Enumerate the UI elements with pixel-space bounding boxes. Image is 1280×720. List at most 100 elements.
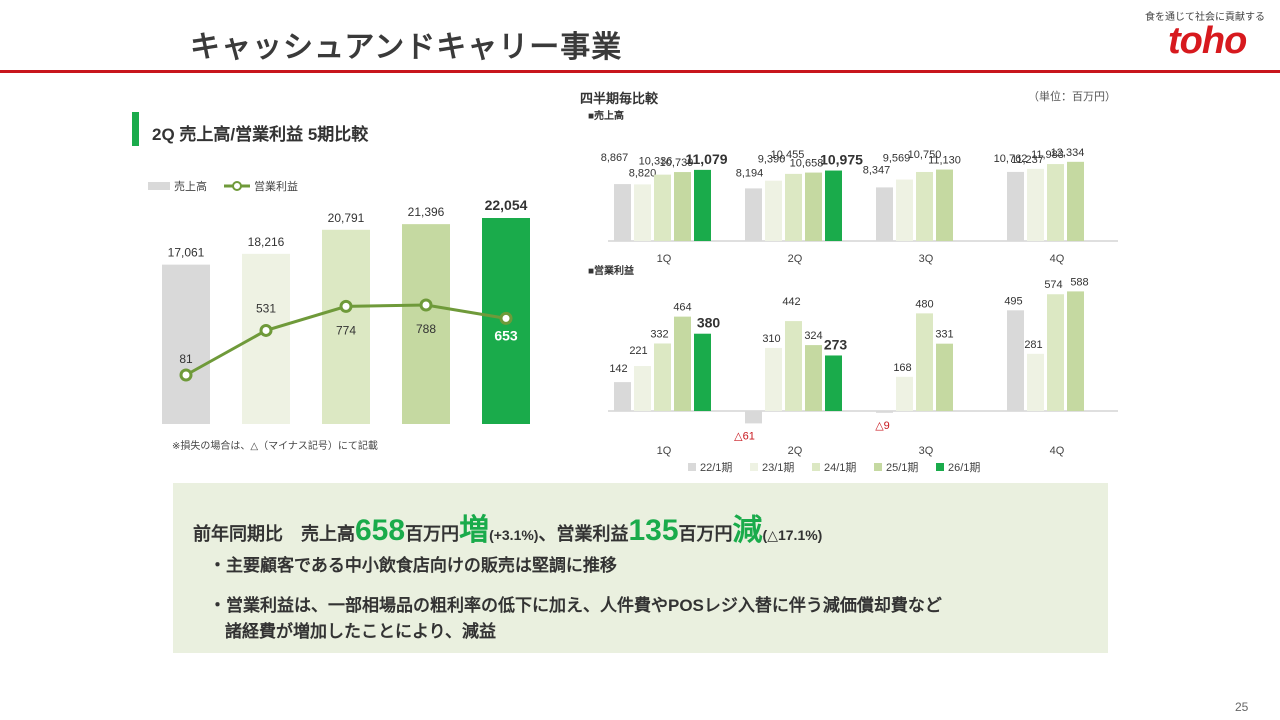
- sales-bar: [825, 170, 842, 241]
- sales-value-label: 10,455: [771, 149, 805, 161]
- profit-bar: [745, 411, 762, 424]
- sales-category-label: 1Q: [657, 253, 672, 265]
- profit-bar: [765, 347, 782, 411]
- summary-bullet-2-cont: 諸経費が増加したことにより、減益: [225, 622, 496, 641]
- profit-value-label: 324: [804, 330, 822, 342]
- sales-bar: [785, 173, 802, 241]
- sales-value-label: 11,983: [1031, 149, 1064, 161]
- sales-value-label: 22,054: [485, 197, 528, 213]
- five-period-chart: 売上高 営業利益 17,061 18,216 20,791 21,396 22,054 8…: [148, 179, 530, 424]
- sales-bar: [1047, 164, 1064, 241]
- profit-marker: [259, 323, 273, 337]
- profit-bar: [876, 411, 893, 413]
- sales-bar-1: [162, 264, 210, 424]
- profit-value-label: 331: [935, 329, 953, 341]
- sales-value-label: 8,347: [863, 164, 891, 176]
- sales-value-label: 8,820: [629, 167, 657, 179]
- profit-bar: [896, 376, 913, 411]
- sales-chart-label: ■売上高: [588, 109, 624, 122]
- sales-value-label: 9,396: [758, 154, 786, 166]
- company-logo: toho: [1168, 20, 1247, 62]
- page-title: キャッシュアンドキャリー事業: [190, 31, 623, 64]
- profit-value-label: 142: [609, 363, 627, 375]
- profit-bar: [654, 343, 671, 411]
- profit-pct: (△17.1%): [762, 527, 823, 543]
- sales-direction: 増: [459, 514, 490, 547]
- profit-value-label: 788: [416, 322, 436, 336]
- profit-value-label: 464: [673, 302, 691, 314]
- sales-value-label: 10,750: [908, 149, 942, 161]
- legend-profit-marker: [232, 181, 242, 191]
- profit-value-label: 380: [697, 315, 721, 331]
- sales-category-label: 4Q: [1050, 253, 1065, 265]
- profit-value-label: 332: [650, 328, 668, 340]
- sales-value-label: 11,130: [928, 155, 961, 167]
- quarterly-title: 四半期毎比較: [580, 91, 659, 106]
- profit-value-label: 495: [1004, 295, 1022, 307]
- profit-chart-label: ■営業利益: [588, 264, 634, 277]
- profit-bar: [825, 355, 842, 411]
- sales-value-label: 8,867: [601, 152, 629, 164]
- legend-label-2: 23/1期: [762, 461, 794, 474]
- sales-category-label: 2Q: [788, 253, 803, 265]
- profit-direction: 減: [732, 514, 763, 547]
- profit-marker: [419, 298, 433, 312]
- sales-value-label: 10,762: [994, 153, 1028, 165]
- sales-pct: (+3.1%): [489, 527, 539, 543]
- unit-2: 百万円: [678, 524, 733, 544]
- sales-bar-3: [322, 229, 370, 424]
- profit-value-label: 310: [762, 333, 780, 345]
- sales-value-label: 10,739: [660, 157, 694, 169]
- profit-bar: [1007, 310, 1024, 411]
- summary-headline: 前年同期比 売上高658百万円増(+3.1%)、営業利益135百万円減(△17.…: [193, 505, 822, 549]
- sales-bar: [1067, 161, 1084, 241]
- unit-label: （単位：百万円）: [1028, 91, 1116, 103]
- legend-swatch-5: [936, 463, 944, 471]
- section-accent-bar: [132, 112, 139, 146]
- sales-value-label: 12,334: [1051, 147, 1085, 159]
- tagline: 食を通じて社会に貢献する: [1145, 12, 1265, 23]
- profit-bar: [936, 343, 953, 411]
- quarterly-charts: ■売上高 ■営業利益 1Q 2Q 3Q 4Q 8,867 8,194 8,347 10,762…: [588, 109, 1118, 474]
- sales-bar: [805, 172, 822, 241]
- profit-value-label: △61: [734, 430, 755, 442]
- sales-bar: [634, 184, 651, 241]
- sales-value-label: 20,791: [328, 211, 365, 225]
- profit-value-label: 774: [336, 323, 356, 337]
- profit-marker: [499, 311, 513, 325]
- profit-value-label: △9: [875, 420, 890, 432]
- sales-bar: [654, 174, 671, 241]
- sales-value-label: 10,336: [639, 156, 673, 168]
- legend-label-4: 25/1期: [886, 461, 918, 474]
- sales-bar: [1027, 168, 1044, 241]
- sales-value-label: 18,216: [248, 235, 285, 249]
- profit-value-label: 653: [494, 327, 518, 343]
- sales-bar: [614, 184, 631, 241]
- summary-box: 前年同期比 売上高658百万円増(+3.1%)、営業利益135百万円減(△17.…: [173, 483, 1108, 653]
- profit-value-label: 81: [179, 352, 193, 366]
- profit-value-label: 588: [1070, 276, 1088, 288]
- profit-value-label: 281: [1024, 339, 1042, 351]
- sales-value-label: 10,658: [790, 158, 824, 170]
- sales-value-label: 21,396: [408, 205, 445, 219]
- legend-sales-label: 売上高: [174, 179, 207, 193]
- profit-category-label: 1Q: [657, 445, 672, 457]
- legend-sales-swatch: [148, 182, 170, 190]
- sales-value-label: 8,194: [736, 167, 764, 179]
- header-divider: [0, 70, 1280, 73]
- sales-diff-value: 658: [355, 514, 406, 547]
- sales-value-label: 11,237: [1011, 154, 1044, 166]
- profit-diff-value: 135: [628, 514, 679, 547]
- legend-label-1: 22/1期: [700, 461, 732, 474]
- sales-bar: [876, 187, 893, 241]
- profit-value-label: 531: [256, 301, 276, 315]
- profit-value-label: 442: [782, 296, 800, 308]
- sales-bar: [745, 188, 762, 241]
- profit-category-label: 4Q: [1050, 445, 1065, 457]
- profit-bar: [634, 366, 651, 411]
- sales-bar: [694, 169, 711, 241]
- profit-category-label: 3Q: [919, 445, 934, 457]
- legend-swatch-1: [688, 463, 696, 471]
- profit-bar: [805, 345, 822, 411]
- section-title: 2Q 売上高/営業利益 5期比較: [152, 125, 369, 144]
